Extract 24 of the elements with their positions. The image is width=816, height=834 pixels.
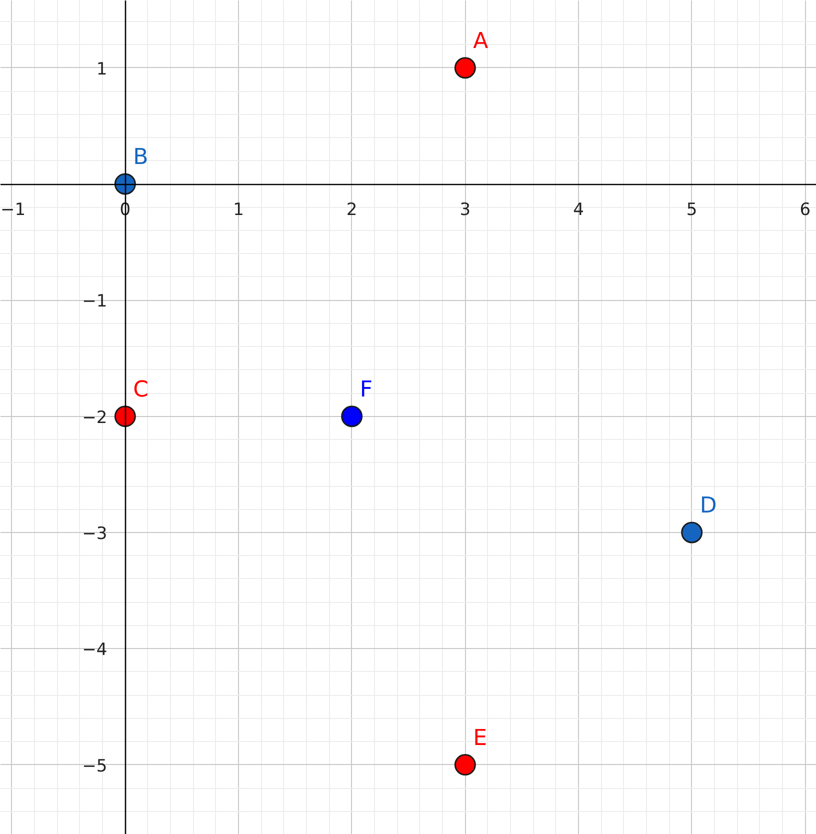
point <box>114 406 136 428</box>
x-tick-label: −1 <box>0 200 26 220</box>
x-tick-label: 1 <box>233 200 244 220</box>
series-label: F <box>360 377 372 402</box>
point <box>341 406 363 428</box>
series-label: A <box>473 28 488 54</box>
y-tick-label: 1 <box>96 59 108 80</box>
x-tick-label: 2 <box>346 200 358 220</box>
series-label: B <box>133 145 148 170</box>
y-tick-label: −4 <box>82 640 108 660</box>
x-tick-label: 6 <box>800 200 811 220</box>
point <box>681 522 703 544</box>
y-tick-label: −3 <box>82 524 108 544</box>
series-label: C <box>133 377 149 402</box>
x-tick-label: 4 <box>573 200 584 220</box>
x-tick-label: 3 <box>460 200 471 220</box>
series-label: D <box>700 493 717 518</box>
y-tick-label: −1 <box>82 292 108 312</box>
point <box>454 754 476 776</box>
point <box>454 57 476 79</box>
y-tick-label: −5 <box>82 756 108 776</box>
y-tick-label: −2 <box>82 408 108 428</box>
x-tick-label: 5 <box>686 200 698 220</box>
series-label: E <box>473 726 488 751</box>
